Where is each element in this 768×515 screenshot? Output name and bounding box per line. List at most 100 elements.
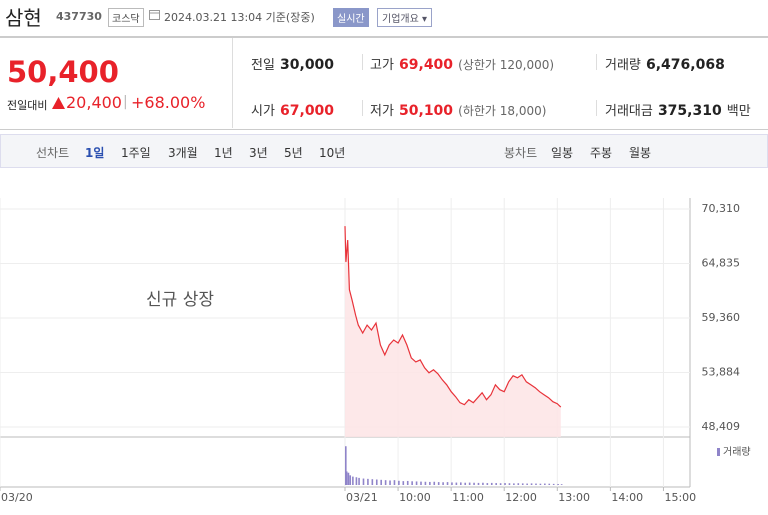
volume-bar <box>355 477 358 485</box>
volume-bar <box>482 482 484 485</box>
volume-bar <box>508 483 511 485</box>
tab[interactable]: 1일 <box>85 146 105 160</box>
tab[interactable]: 10년 <box>319 146 346 160</box>
volume-bar <box>468 482 471 485</box>
volume-bar <box>552 483 555 485</box>
volume-bar <box>535 483 537 485</box>
tab[interactable]: 1주일 <box>121 146 151 160</box>
x-tick-label: 11:00 <box>452 491 484 504</box>
stat-unit: 백만 <box>726 104 751 119</box>
volume-bar <box>411 481 413 485</box>
volume-bar <box>389 480 391 485</box>
y-tick-label: 48,409 <box>702 420 741 433</box>
volume-bar <box>393 480 396 485</box>
x-tick-label: 12:00 <box>505 491 537 504</box>
volume-bar <box>352 476 354 485</box>
volume-bar <box>557 484 559 485</box>
volume-bar <box>349 475 352 485</box>
divider <box>362 54 363 70</box>
divider <box>232 38 233 128</box>
volume-bar <box>530 483 533 485</box>
tab[interactable]: 1년 <box>214 146 233 160</box>
stock-code: 437730 <box>56 10 102 23</box>
stat-value: 67,000 <box>280 103 335 119</box>
y-tick-label: 59,360 <box>702 311 741 324</box>
annotation: 신규 상장 <box>146 290 214 310</box>
tab-bar <box>0 134 768 168</box>
y-tick-label: 70,310 <box>702 202 741 215</box>
volume-bar <box>345 471 348 485</box>
change-label: 전일대비 <box>7 99 48 112</box>
volume-bar <box>560 484 563 485</box>
volume-bar <box>451 482 453 485</box>
up-arrow <box>52 97 65 109</box>
x-tick-label: 13:00 <box>558 491 590 504</box>
separator: | <box>123 94 128 110</box>
volume-bar <box>437 482 440 485</box>
volume-bar <box>464 482 467 485</box>
realtime-badge: 실시간 <box>333 8 369 27</box>
x-tick-label: 15:00 <box>664 491 696 504</box>
volume-bar <box>367 478 369 485</box>
volume-bar <box>548 483 551 485</box>
volume-bar <box>446 482 449 485</box>
stat-label: 거래량 <box>605 58 641 73</box>
stat-value: 30,000 <box>280 57 335 73</box>
stock-name: 삼현 <box>5 6 42 30</box>
price: 50,400 <box>7 55 119 89</box>
stat-value: 69,400 <box>399 57 454 73</box>
volume-bar <box>473 482 475 485</box>
stat-value: 6,476,068 <box>645 57 725 73</box>
y-tick-label: 53,884 <box>702 365 741 378</box>
volume-bar <box>375 479 378 485</box>
volume-bar <box>384 480 387 485</box>
volume-bar <box>406 480 409 485</box>
x-tick-label: 03/20 <box>1 491 33 504</box>
chart-body: 신규 상장 70,310 64,835 59,360 53,884 48,409 03/2… <box>0 198 751 504</box>
legend-swatch <box>717 448 720 456</box>
volume-bar <box>486 483 489 485</box>
legend-label: 거래량 <box>723 446 751 458</box>
volume-bar <box>544 483 546 485</box>
volume-bar <box>521 483 524 485</box>
volume-bar <box>504 483 506 485</box>
x-tick-label: 14:00 <box>611 491 643 504</box>
x-tick-label: 10:00 <box>399 491 431 504</box>
volume-bar <box>358 477 360 485</box>
quote-box <box>0 36 768 130</box>
volume-bar <box>477 482 480 485</box>
stat-value: 50,100 <box>399 103 454 119</box>
volume-bar <box>402 481 405 485</box>
volume-bar <box>380 479 382 485</box>
divider <box>596 100 597 116</box>
tab[interactable]: 3년 <box>249 146 268 160</box>
company-info-button[interactable]: 기업개요 ▾ <box>377 8 433 27</box>
volume-bar <box>539 483 542 485</box>
tab-group-label: 선차트 <box>36 146 70 160</box>
chart: 신규 상장 70,310 64,835 59,360 53,884 48,409 03/2… <box>0 198 751 504</box>
stat-value: 375,310 <box>657 103 722 119</box>
company-info-label: 기업개요 <box>382 14 419 25</box>
tab[interactable]: 5년 <box>284 146 303 160</box>
calendar-icon <box>149 10 160 20</box>
stat-label: 전일 <box>251 58 275 73</box>
tab[interactable]: 주봉 <box>590 146 613 160</box>
tab[interactable]: 월봉 <box>629 146 652 160</box>
stat-label: 거래대금 <box>605 104 653 119</box>
volume-bar <box>420 481 422 485</box>
price-area <box>345 226 561 437</box>
stat-label: 저가 <box>370 104 394 119</box>
tab[interactable]: 3개월 <box>168 146 198 160</box>
change-pct: +68.00% <box>131 93 206 112</box>
volume-bar <box>398 480 400 485</box>
timestamp: 2024.03.21 13:04 기준(장중) <box>164 11 315 24</box>
tab[interactable]: 일봉 <box>551 146 574 160</box>
change: 20,400 <box>66 93 122 112</box>
volume-bar <box>429 481 431 485</box>
volume-bar <box>347 472 350 485</box>
volume-bar <box>362 478 365 485</box>
volume-bar <box>499 483 502 485</box>
volume-bar <box>424 481 427 485</box>
volume-bar <box>442 482 444 485</box>
stat-label: 고가 <box>370 58 394 73</box>
